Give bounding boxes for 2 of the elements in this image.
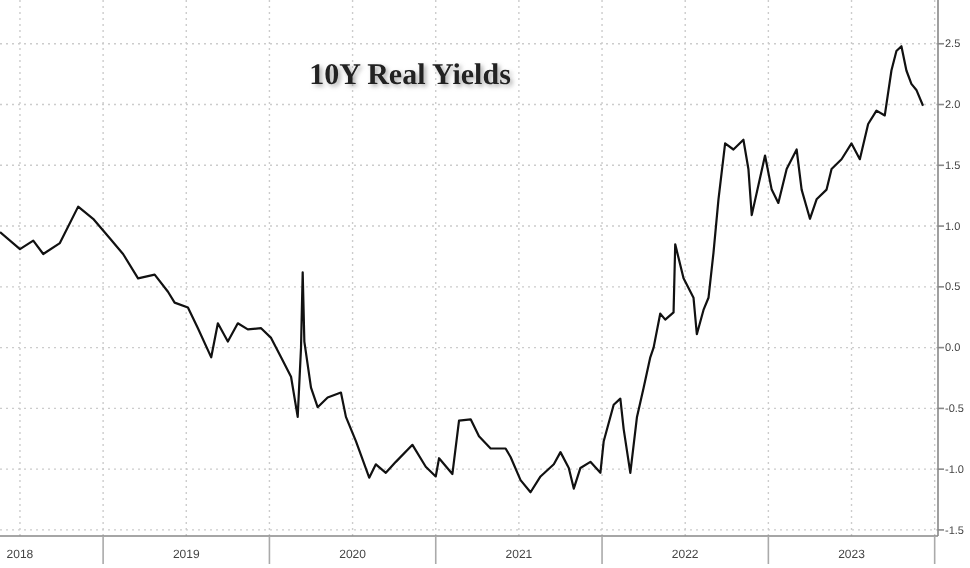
line-series xyxy=(0,45,925,494)
text: 10Y Real Yields xyxy=(309,60,512,92)
